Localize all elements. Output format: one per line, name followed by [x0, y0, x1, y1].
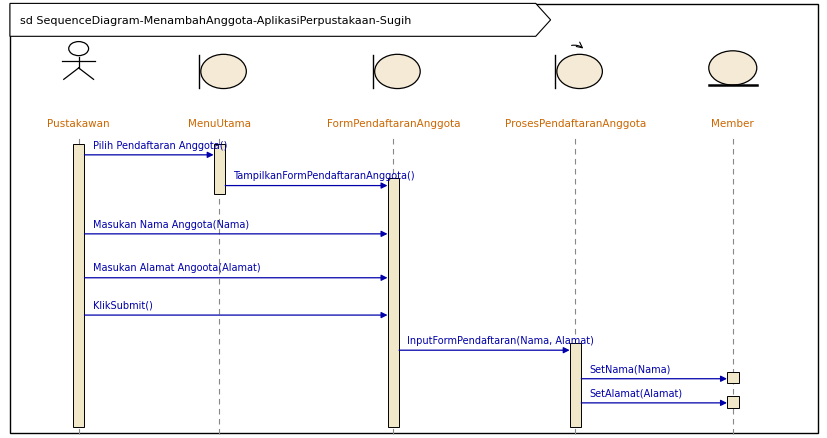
Bar	[726, 396, 738, 408]
Text: InputFormPendaftaran(Nama, Alamat): InputFormPendaftaran(Nama, Alamat)	[407, 335, 594, 345]
Text: KlikSubmit(): KlikSubmit()	[93, 300, 152, 310]
Text: FormPendaftaranAnggota: FormPendaftaranAnggota	[326, 118, 460, 128]
Text: SetNama(Nama): SetNama(Nama)	[589, 364, 670, 374]
Polygon shape	[10, 4, 550, 37]
Text: Pustakawan: Pustakawan	[47, 118, 110, 128]
Text: TampilkanFormPendaftaranAnggota(): TampilkanFormPendaftaranAnggota()	[233, 171, 414, 181]
Text: MenuUtama: MenuUtama	[188, 118, 251, 128]
Ellipse shape	[374, 55, 419, 89]
Ellipse shape	[556, 55, 601, 89]
Bar	[569, 343, 581, 427]
Ellipse shape	[69, 42, 88, 57]
Bar	[73, 145, 84, 427]
Ellipse shape	[708, 52, 756, 86]
Text: Member: Member	[710, 118, 753, 128]
Text: Masukan Nama Anggota(Nama): Masukan Nama Anggota(Nama)	[93, 219, 249, 229]
Text: Masukan Alamat Angoota(Alamat): Masukan Alamat Angoota(Alamat)	[93, 263, 260, 273]
Text: Pilih Pendaftaran Anggota(): Pilih Pendaftaran Anggota()	[93, 140, 227, 150]
Text: sd SequenceDiagram-MenambahAnggota-AplikasiPerpustakaan-Sugih: sd SequenceDiagram-MenambahAnggota-Aplik…	[20, 16, 411, 26]
Bar	[213, 145, 225, 195]
Bar	[726, 372, 738, 383]
Text: SetAlamat(Alamat): SetAlamat(Alamat)	[589, 388, 681, 398]
Ellipse shape	[200, 55, 246, 89]
Bar	[387, 179, 399, 427]
Text: ProsesPendaftaranAnggota: ProsesPendaftaranAnggota	[504, 118, 645, 128]
